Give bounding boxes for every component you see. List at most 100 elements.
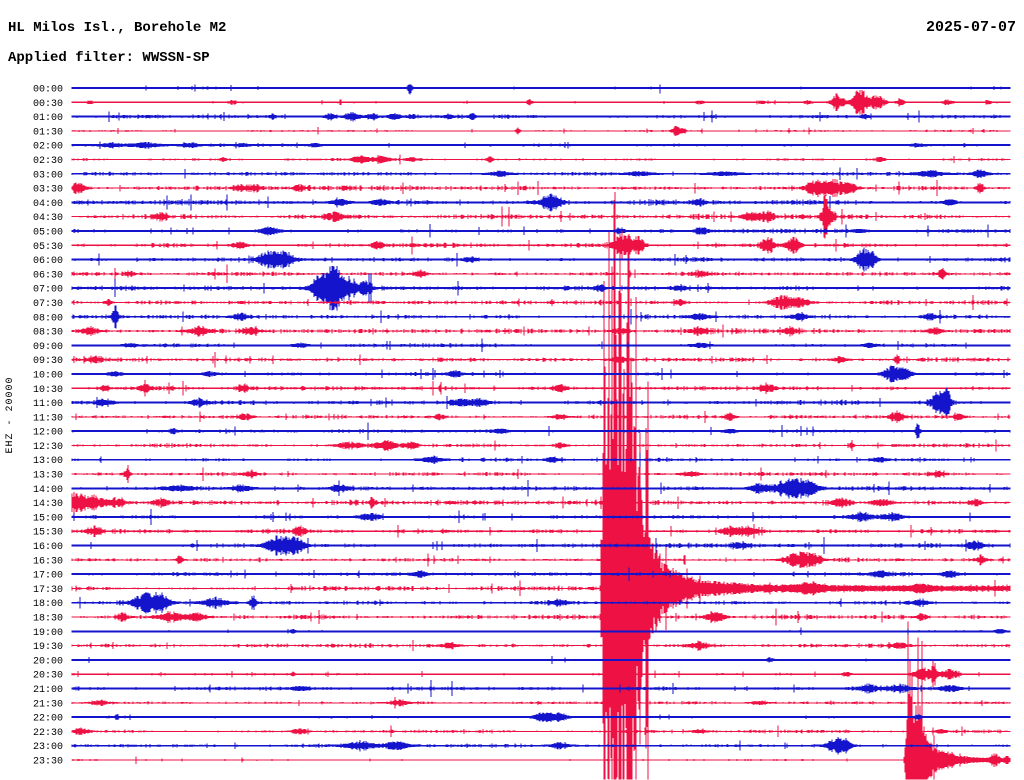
- time-label-2030: 20:30: [33, 671, 63, 682]
- time-label-2100: 21:00: [33, 685, 63, 696]
- record-date: 2025-07-07: [925, 19, 1016, 36]
- time-label-1700: 17:00: [33, 571, 63, 582]
- trace-row-0830: [71, 324, 1011, 338]
- trace-row-1100: [71, 387, 1011, 418]
- trace-row-0230: [71, 154, 1011, 165]
- time-label-2330: 23:30: [33, 757, 63, 768]
- time-label-2300: 23:00: [33, 742, 63, 753]
- time-label-0900: 09:00: [33, 342, 63, 353]
- trace-row-1700: [71, 567, 1011, 581]
- trace-row-1000: [71, 365, 1011, 383]
- time-label-1830: 18:30: [33, 614, 63, 625]
- trace-row-1030: [71, 380, 1011, 397]
- trace-row-0930: [71, 351, 1011, 368]
- trace-row-1130: [71, 410, 1011, 423]
- trace-row-1300: [71, 452, 1011, 467]
- trace-row-1900: [71, 627, 1011, 635]
- trace-row-1400: [71, 478, 1011, 499]
- trace-row-1330: [71, 465, 1011, 483]
- time-label-1800: 18:00: [33, 599, 63, 610]
- trace-row-0200: [71, 141, 1011, 150]
- trace-row-0900: [71, 338, 1011, 352]
- trace-row-1530: [71, 523, 1011, 539]
- trace-row-0300: [71, 167, 1011, 181]
- trace-row-2230: [71, 725, 1011, 738]
- trace-row-0700: [71, 266, 1011, 311]
- time-label-2130: 21:30: [33, 699, 63, 710]
- time-label-0730: 07:30: [33, 299, 63, 310]
- trace-row-0500: [71, 224, 1011, 238]
- time-label-0400: 04:00: [33, 199, 63, 210]
- time-label-2230: 22:30: [33, 728, 63, 739]
- trace-row-1500: [71, 509, 1011, 525]
- time-label-1930: 19:30: [33, 642, 63, 653]
- time-label-0430: 04:30: [33, 213, 63, 224]
- time-label-1600: 16:00: [33, 542, 63, 553]
- trace-row-0430: [71, 195, 1011, 239]
- time-label-0500: 05:00: [33, 228, 63, 239]
- time-label-1030: 10:30: [33, 385, 63, 396]
- trace-row-1230: [71, 439, 1011, 452]
- time-label-1430: 14:30: [33, 499, 63, 510]
- trace-row-0000: [71, 84, 1011, 95]
- time-label-0300: 03:00: [33, 170, 63, 181]
- time-label-0230: 02:30: [33, 156, 63, 167]
- trace-row-1800: [71, 592, 1011, 614]
- trace-row-0330: [71, 179, 1011, 198]
- time-label-2200: 22:00: [33, 714, 63, 725]
- trace-row-2330: [71, 621, 1011, 780]
- time-label-0630: 06:30: [33, 270, 63, 281]
- time-label-0930: 09:30: [33, 356, 63, 367]
- time-label-0800: 08:00: [33, 313, 63, 324]
- trace-row-2200: [71, 712, 1011, 722]
- trace-row-1630: [71, 551, 1011, 568]
- time-label-1630: 16:30: [33, 556, 63, 567]
- trace-row-0100: [71, 110, 1011, 123]
- time-label-1100: 11:00: [33, 399, 63, 410]
- channel-scale-axis-label: EHZ - 20000: [5, 376, 16, 453]
- trace-row-0730: [71, 295, 1011, 310]
- trace-row-0800: [71, 305, 1011, 329]
- trace-row-1200: [71, 422, 1011, 440]
- time-label-1300: 13:00: [33, 456, 63, 467]
- time-label-0130: 01:30: [33, 127, 63, 138]
- time-label-1900: 19:00: [33, 628, 63, 639]
- time-label-0330: 03:30: [33, 185, 63, 196]
- time-label-0530: 05:30: [33, 242, 63, 253]
- applied-filter-label: Applied filter: WWSSN-SP: [8, 50, 210, 66]
- trace-row-0130: [71, 125, 1011, 136]
- time-label-0030: 00:30: [33, 99, 63, 110]
- trace-row-0530: [71, 231, 1011, 260]
- trace-row-2100: [71, 680, 1011, 697]
- time-label-1230: 12:30: [33, 442, 63, 453]
- trace-row-2130: [71, 696, 1011, 709]
- trace-row-1430: [71, 492, 1011, 514]
- time-label-0700: 07:00: [33, 285, 63, 296]
- time-label-1400: 14:00: [33, 485, 63, 496]
- time-label-0830: 08:30: [33, 328, 63, 339]
- time-label-1730: 17:30: [33, 585, 63, 596]
- trace-row-0400: [71, 193, 1011, 212]
- time-label-1330: 13:30: [33, 471, 63, 482]
- time-label-0200: 02:00: [33, 142, 63, 153]
- time-label-2000: 20:00: [33, 656, 63, 667]
- time-label-1000: 10:00: [33, 371, 63, 382]
- time-label-1130: 11:30: [33, 413, 63, 424]
- trace-row-2030: [71, 661, 1011, 688]
- trace-row-1930: [71, 640, 1011, 651]
- time-label-1500: 15:00: [33, 513, 63, 524]
- station-title: HL Milos Isl., Borehole M2: [8, 20, 227, 36]
- trace-row-0030: [71, 89, 1011, 115]
- trace-row-0630: [71, 264, 1011, 284]
- trace-row-2300: [71, 737, 1011, 755]
- time-label-0600: 06:00: [33, 256, 63, 267]
- trace-row-2000: [71, 656, 1011, 664]
- time-label-1200: 12:00: [33, 428, 63, 439]
- trace-row-1730: [71, 191, 1011, 780]
- time-label-0000: 00:00: [33, 85, 63, 96]
- trace-row-1830: [71, 608, 1011, 626]
- time-label-0100: 01:00: [33, 113, 63, 124]
- time-label-1530: 15:30: [33, 528, 63, 539]
